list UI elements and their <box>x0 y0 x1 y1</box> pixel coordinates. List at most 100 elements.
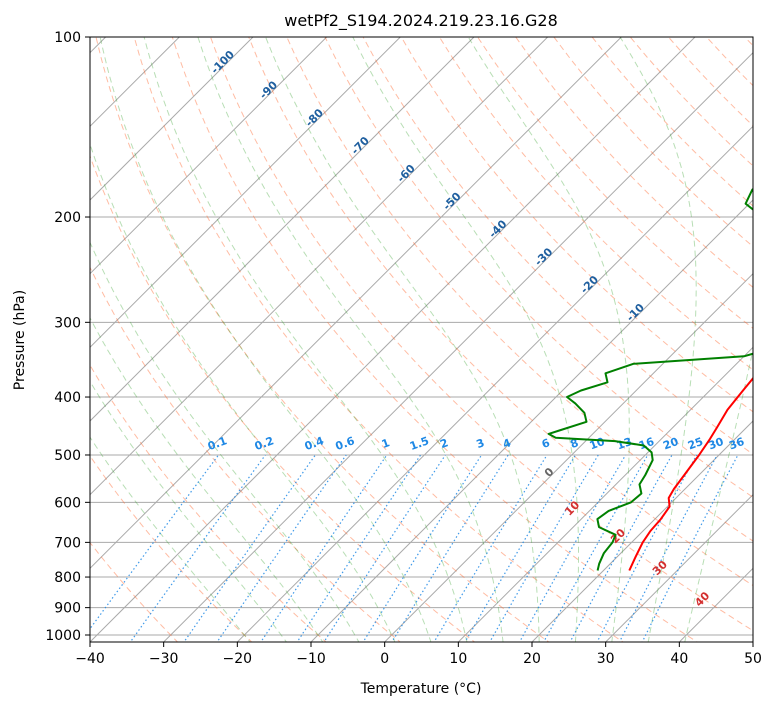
moist-adiabat-line <box>352 37 579 642</box>
y-tick-label: 400 <box>54 390 81 406</box>
chart-title: wetPf2_S194.2024.219.23.16.G28 <box>284 11 558 31</box>
y-tick-label: 700 <box>54 535 81 551</box>
dry-adiabat-line <box>133 37 624 642</box>
isotherm-label: -70 <box>349 134 372 157</box>
moist-adiabat-line <box>143 37 468 642</box>
dry-adiabat-line <box>362 37 753 455</box>
isotherm-label: -100 <box>208 48 237 77</box>
dry-adiabat-line <box>286 37 753 542</box>
mixing-ratio-line <box>323 454 446 642</box>
dry-adiabat-line <box>171 37 699 642</box>
isotherm-label: -10 <box>624 301 647 324</box>
mixing-ratio-label: 10 <box>588 435 607 453</box>
isotherm-line <box>752 641 753 642</box>
x-tick-label: −40 <box>75 651 105 667</box>
x-tick-label: 20 <box>523 651 541 667</box>
dry-adiabat-line <box>248 37 753 587</box>
moist-adiabat-line <box>90 316 324 642</box>
profile-series <box>547 187 753 571</box>
isotherm-line <box>90 37 623 570</box>
dry-adiabat-line <box>90 455 253 642</box>
isotherm-label: -60 <box>395 162 418 185</box>
x-axis-label: Temperature (°C) <box>360 681 482 697</box>
mixing-ratio-line <box>129 454 266 642</box>
mixing-ratio-line <box>296 454 422 642</box>
dry-adiabat-line <box>90 154 476 642</box>
dry-adiabat-line <box>744 37 753 47</box>
moist-adiabat-line <box>90 241 360 642</box>
mixing-ratio-line <box>618 454 718 642</box>
isotherm-line <box>90 37 254 201</box>
y-tick-label: 500 <box>54 448 81 464</box>
isotherm-line <box>383 272 753 642</box>
isotherm-line <box>604 493 753 642</box>
isotherm-line <box>90 37 402 349</box>
mixing-ratio-label: 13 <box>615 435 634 452</box>
temperature-line <box>628 376 753 571</box>
isotherm-line <box>90 37 475 422</box>
isotherm-label: -90 <box>257 78 280 101</box>
isotherm-line <box>531 420 753 642</box>
isotherm-line <box>90 37 328 275</box>
mixing-ratio-label: 4 <box>501 436 513 451</box>
mixing-ratio-label: 1 <box>380 436 392 451</box>
isotherm-line <box>162 51 753 642</box>
moist-adiabat-line <box>619 37 697 642</box>
y-tick-label: 600 <box>54 495 81 511</box>
moist-adiabat-line <box>90 380 288 642</box>
dewpoint-line <box>547 187 753 571</box>
dry-adiabat-line <box>553 37 753 248</box>
mixing-ratio-line <box>216 454 347 642</box>
dry-adiabat-line <box>324 37 753 498</box>
y-axis-label: Pressure (hPa) <box>12 290 28 390</box>
mixing-ratio-label: 0.4 <box>303 434 326 453</box>
moist-adiabat-line <box>467 37 630 642</box>
moist-adiabat-line <box>90 142 396 642</box>
mixing-ratio-line <box>433 454 548 642</box>
moist-adiabat-line <box>265 37 540 642</box>
dry-adiabat-line <box>668 37 753 127</box>
isotherm-label: -50 <box>440 190 463 213</box>
mixing-ratio-label: 36 <box>727 435 746 453</box>
moist-adiabat-line <box>99 37 432 642</box>
x-tick-label: −30 <box>149 651 179 667</box>
mixing-ratio-line <box>518 454 627 642</box>
isotherm-label: -40 <box>486 217 509 240</box>
dry-adiabat-line <box>400 37 753 413</box>
mixing-ratio-line <box>569 454 673 642</box>
mixing-ratio-label: 16 <box>637 435 656 453</box>
isotherm-line <box>90 37 696 642</box>
dry-adiabat-line <box>95 37 550 642</box>
isotherm-line <box>310 199 753 642</box>
mixing-ratio-label: 1.5 <box>408 434 431 453</box>
x-tick-label: −10 <box>296 651 326 667</box>
y-tick-label: 800 <box>54 570 81 586</box>
dry-adiabat-line <box>210 37 753 632</box>
y-tick-label: 300 <box>54 315 81 331</box>
axis-ticks: −40 −30 −20 −10 0 10 20 30 40 5010020030040050060… <box>45 30 762 667</box>
moist-adiabat-line <box>684 347 753 642</box>
mixing-ratio-label: 20 <box>661 435 680 453</box>
x-tick-label: 0 <box>380 651 389 667</box>
moist-adiabat-line <box>197 37 504 642</box>
y-tick-label: 1000 <box>45 628 81 644</box>
mixing-ratio-label: 2 <box>438 436 450 451</box>
mixing-ratio-label: 30 <box>707 435 726 453</box>
mixing-ratio-label: 0.2 <box>253 434 276 453</box>
isotherm-line <box>457 346 753 642</box>
mixing-ratio-line <box>391 454 509 642</box>
mixing-ratio-line <box>542 454 649 642</box>
isotherm-line <box>236 125 753 642</box>
mixing-ratio-line <box>641 454 739 642</box>
background-lines <box>90 37 753 642</box>
isotherm-label: -20 <box>578 273 601 296</box>
y-tick-label: 200 <box>54 210 81 226</box>
isotherm-line <box>90 37 181 128</box>
mixing-ratio-label: 3 <box>475 436 487 451</box>
wetbulb-label: 10 <box>562 498 582 518</box>
mixing-ratio-label: 0.1 <box>206 434 229 453</box>
mixing-ratio-line <box>464 454 577 642</box>
mixing-ratio-line <box>596 454 698 642</box>
x-tick-label: 10 <box>449 651 467 667</box>
line-labels: 0.1 0.2 0.4 0.6 1 1.5 2 3 4 6 8 10 13 16 20 25 30 36-100-… <box>206 48 746 610</box>
